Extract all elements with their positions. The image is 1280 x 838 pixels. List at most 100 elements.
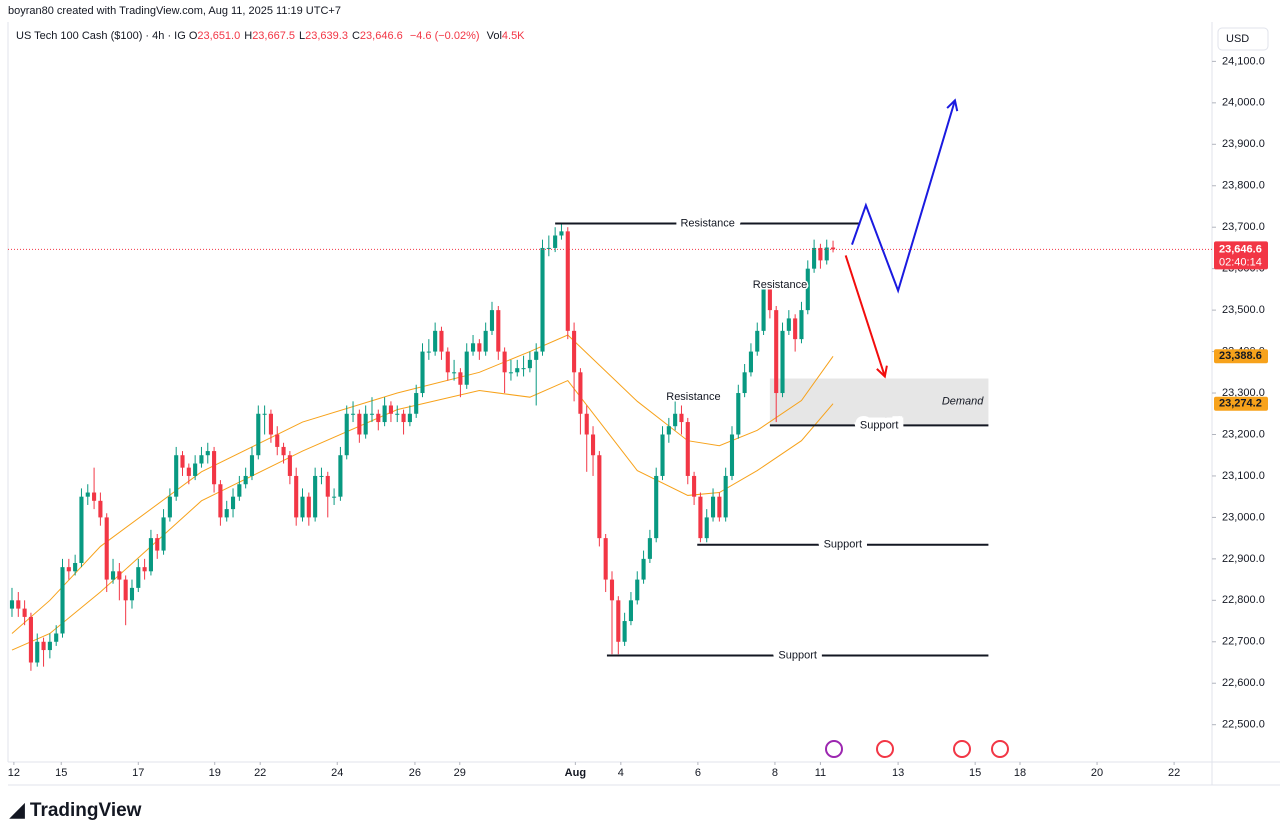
price-countdown: 02:40:14 — [1219, 256, 1262, 268]
candle-body — [249, 455, 255, 476]
candle-body — [218, 484, 223, 518]
volume-value: 4.5K — [501, 30, 525, 42]
currency-box[interactable] — [1217, 27, 1269, 51]
x-tick-label: 11 — [815, 767, 826, 779]
candle-body — [654, 475, 659, 539]
candle-body — [47, 641, 52, 651]
y-tick-label: 23,200.0 — [1222, 428, 1265, 440]
candle-body — [458, 372, 463, 385]
candle-body — [546, 247, 551, 249]
candle-body — [275, 434, 280, 447]
x-tick-label: 20 — [1091, 767, 1103, 779]
candle-body — [508, 372, 513, 374]
candle-body — [338, 455, 343, 497]
plot-area: Demand Resistance Support Support Support Res… — [9, 98, 989, 671]
candle-body — [717, 496, 722, 518]
candle-body — [464, 351, 469, 385]
change: −4.6 (−0.02%) — [409, 30, 480, 42]
x-tick-label: 18 — [1014, 767, 1026, 779]
candle-body — [445, 351, 450, 373]
candle-body — [723, 475, 728, 518]
y-tick-label: 24,000.0 — [1222, 97, 1265, 109]
candle-body — [786, 318, 791, 331]
logo: ◢ TradingView — [10, 800, 142, 821]
candle-body — [104, 517, 109, 580]
candle-body — [679, 413, 684, 423]
candle-body — [793, 318, 798, 340]
candle-body — [294, 475, 299, 518]
candle-body — [673, 413, 678, 427]
candle-body — [805, 268, 810, 311]
y-tick-label: 23,900.0 — [1222, 138, 1265, 150]
candle-body — [92, 492, 97, 501]
y-tick-label: 23,700.0 — [1222, 221, 1265, 233]
x-tick-label: 4 — [618, 767, 624, 779]
candle-body — [85, 492, 90, 497]
y-tick-label: 22,500.0 — [1222, 719, 1265, 731]
candle-body — [496, 310, 501, 352]
candle-body — [98, 500, 103, 518]
ma-tag — [1214, 349, 1268, 364]
x-tick-label: 6 — [695, 767, 701, 779]
demand-zone — [769, 378, 989, 425]
candle-body — [603, 538, 608, 580]
candle-body — [818, 247, 823, 261]
candle-body — [641, 558, 646, 580]
candle-body — [287, 455, 292, 476]
event-icon[interactable] — [953, 740, 971, 758]
candle-body — [388, 405, 393, 414]
candle-body — [812, 247, 817, 269]
arrow-head — [876, 365, 888, 379]
x-tick-label: 17 — [132, 767, 144, 779]
candle-body — [729, 434, 735, 476]
candle-body — [761, 289, 766, 331]
ohlc-label: C — [351, 30, 360, 42]
candle-body — [180, 455, 185, 468]
y-tick-label: 23,800.0 — [1222, 180, 1265, 192]
candle-body — [35, 641, 40, 663]
x-tick-label: 22 — [254, 767, 266, 779]
candle-body — [66, 567, 71, 572]
x-tick-label: 24 — [331, 767, 343, 779]
candle-body — [161, 517, 166, 551]
volume-label: Vol — [486, 30, 502, 42]
candle-body — [502, 351, 507, 373]
candle-body — [628, 600, 633, 622]
ohlc-value: 23,639.3 — [305, 30, 348, 42]
candle-body — [609, 579, 615, 601]
x-tick-label: 13 — [892, 767, 904, 779]
candle-body — [527, 359, 532, 369]
candle-body — [420, 351, 425, 394]
event-icon[interactable] — [991, 740, 1009, 758]
candle-body — [755, 330, 760, 352]
symbol-legend: US Tech 100 Cash ($100) · 4h · IG O23,65… — [16, 30, 529, 42]
ohlc-label: L — [299, 30, 306, 42]
candle-body — [685, 422, 690, 476]
x-tick-label: 15 — [55, 767, 67, 779]
candle-body — [414, 393, 419, 414]
price-tag — [1214, 241, 1268, 270]
event-icon[interactable] — [825, 740, 843, 758]
candle-body — [363, 413, 368, 435]
level-label: Resistance — [680, 217, 734, 229]
event-icon[interactable] — [876, 740, 894, 758]
moving-average — [11, 379, 834, 651]
y-tick-label: 23,100.0 — [1222, 470, 1265, 482]
candle-body — [622, 621, 627, 642]
logo-text: TradingView — [29, 800, 142, 821]
candle-body — [736, 393, 741, 435]
candle-body — [212, 451, 217, 485]
level-label: Resistance — [666, 391, 720, 403]
x-tick-label: 29 — [454, 767, 466, 779]
candle-body — [376, 413, 381, 423]
event-icons — [825, 740, 1009, 758]
candle-body — [401, 413, 406, 423]
candle-body — [382, 405, 387, 423]
candle-body — [281, 446, 286, 456]
candle-body — [54, 633, 59, 642]
candle-body — [41, 641, 46, 651]
candle-body — [439, 330, 444, 352]
candle-body — [243, 475, 248, 485]
